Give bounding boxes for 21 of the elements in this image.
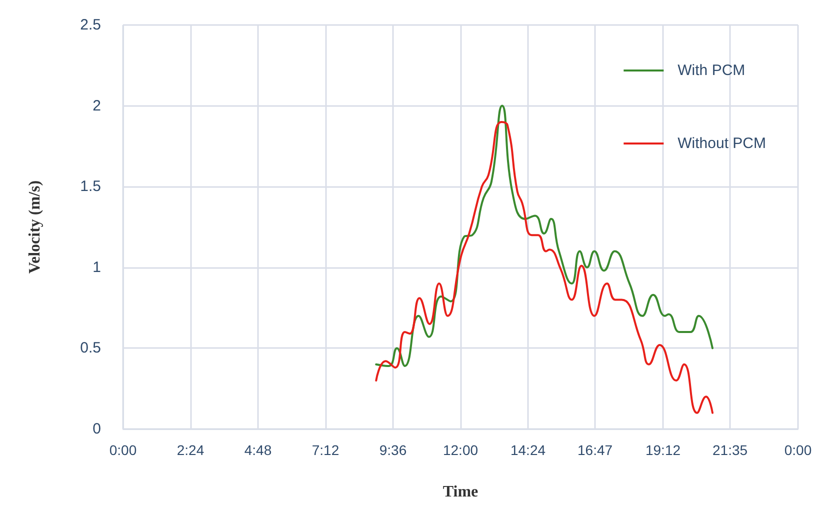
x-tick-label: 16:47 [578, 442, 613, 458]
x-axis-title: Time [442, 484, 478, 500]
x-tick-label: 19:12 [645, 442, 681, 458]
x-tick-label: 14:24 [510, 442, 546, 458]
legend-label: With PCM [678, 62, 746, 79]
y-tick-label: 0 [92, 420, 101, 438]
y-tick-label: 1.5 [80, 178, 101, 196]
y-axis-title: Velocity (m/s) [26, 180, 44, 274]
legend-label: Without PCM [678, 135, 766, 152]
y-tick-label: 1 [92, 258, 101, 276]
y-tick-label: 2 [92, 97, 101, 114]
y-tick-label: 0.5 [80, 340, 101, 357]
x-tick-label: 7:12 [312, 442, 340, 458]
x-tick-label: 9:36 [379, 442, 407, 458]
x-tick-label: 12:00 [442, 442, 478, 458]
x-tick-label: 2:24 [176, 442, 204, 458]
x-tick-label: 21:35 [712, 442, 748, 458]
x-tick-label: 4:48 [244, 442, 272, 458]
x-tick-label: 0:00 [109, 442, 137, 458]
y-tick-label: 2.5 [80, 16, 101, 34]
x-tick-label: 0:00 [784, 442, 812, 458]
